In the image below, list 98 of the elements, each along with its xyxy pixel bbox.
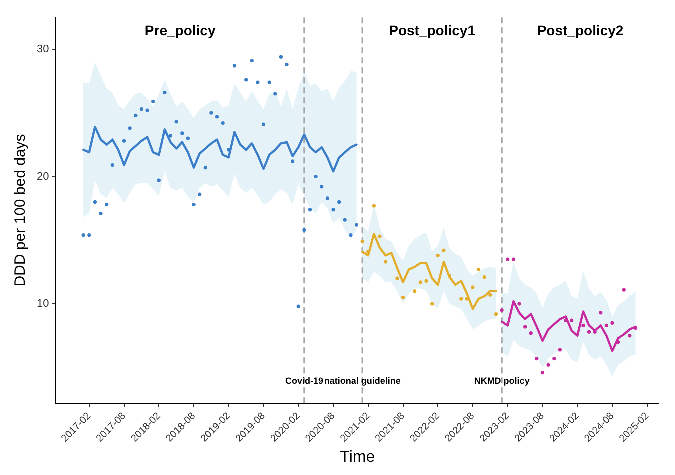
- point: [110, 163, 114, 168]
- point: [488, 293, 492, 297]
- point: [174, 120, 178, 124]
- point: [616, 340, 620, 344]
- point: [314, 174, 318, 179]
- point: [401, 296, 406, 300]
- point: [506, 258, 510, 262]
- point: [622, 288, 626, 292]
- y-tick-label: 10: [36, 298, 50, 310]
- point: [180, 132, 184, 136]
- point: [99, 212, 103, 216]
- point: [558, 348, 562, 352]
- point: [221, 121, 225, 126]
- point: [360, 240, 364, 244]
- annotation: Pre_policy: [144, 22, 216, 38]
- point: [82, 234, 86, 238]
- point: [471, 286, 475, 290]
- point: [570, 318, 574, 322]
- point: [232, 64, 236, 68]
- ref-line-label: Covid-19: [285, 376, 324, 386]
- point: [105, 202, 109, 207]
- point: [186, 136, 190, 140]
- point: [244, 78, 248, 82]
- point: [198, 192, 202, 196]
- y-axis-title: DDD per 100 bed days: [12, 134, 30, 287]
- point: [134, 114, 138, 118]
- point: [540, 371, 545, 375]
- point: [146, 108, 150, 112]
- point: [152, 100, 156, 104]
- point: [552, 357, 556, 361]
- point: [157, 178, 161, 182]
- point: [250, 59, 254, 63]
- point: [494, 312, 498, 316]
- point: [372, 204, 376, 208]
- point: [418, 280, 422, 284]
- point: [396, 276, 400, 280]
- point: [529, 332, 533, 336]
- point: [326, 196, 330, 200]
- point: [524, 325, 528, 329]
- point: [163, 90, 167, 95]
- point: [279, 55, 283, 59]
- point: [320, 185, 324, 189]
- point: [610, 321, 614, 325]
- annotation: Post_policy1: [389, 22, 476, 38]
- point: [436, 254, 440, 258]
- point: [285, 62, 289, 67]
- ref-line-label: national guideline: [324, 376, 401, 386]
- point: [500, 308, 504, 312]
- point: [634, 326, 638, 330]
- point: [343, 218, 347, 222]
- point: [430, 302, 434, 306]
- point: [512, 258, 516, 262]
- point: [215, 115, 220, 119]
- point: [262, 122, 266, 126]
- point: [604, 324, 608, 328]
- point: [442, 248, 446, 252]
- point: [140, 107, 144, 112]
- ref-line-label: NKMD policy: [474, 376, 530, 386]
- point: [332, 208, 336, 212]
- point: [448, 274, 452, 278]
- point: [349, 234, 353, 238]
- point: [256, 80, 260, 84]
- point: [274, 92, 278, 96]
- point: [168, 134, 173, 138]
- point: [354, 223, 359, 227]
- x-axis-title: Time: [340, 448, 376, 466]
- point: [366, 250, 370, 254]
- y-tick-label: 20: [36, 170, 50, 183]
- point: [384, 260, 388, 264]
- point: [465, 297, 469, 301]
- point: [599, 311, 603, 315]
- point: [424, 279, 428, 283]
- point: [210, 111, 214, 115]
- point: [628, 334, 632, 338]
- point: [291, 160, 295, 164]
- point: [128, 126, 132, 130]
- point: [122, 139, 126, 143]
- point: [378, 234, 382, 238]
- point: [535, 357, 539, 361]
- point: [302, 228, 306, 232]
- annotation: Post_policy2: [537, 22, 624, 38]
- point: [296, 304, 300, 308]
- point: [93, 200, 97, 204]
- y-tick-label: 30: [36, 43, 50, 56]
- point: [477, 268, 481, 272]
- point: [204, 166, 208, 170]
- point: [88, 234, 92, 238]
- point: [338, 200, 342, 204]
- point: [413, 290, 417, 294]
- point: [268, 80, 272, 84]
- point: [460, 297, 464, 301]
- point: [518, 302, 522, 306]
- point: [482, 276, 486, 280]
- point: [192, 202, 196, 207]
- point: [587, 330, 592, 334]
- point: [582, 324, 586, 328]
- point: [546, 363, 550, 367]
- point: [308, 208, 312, 212]
